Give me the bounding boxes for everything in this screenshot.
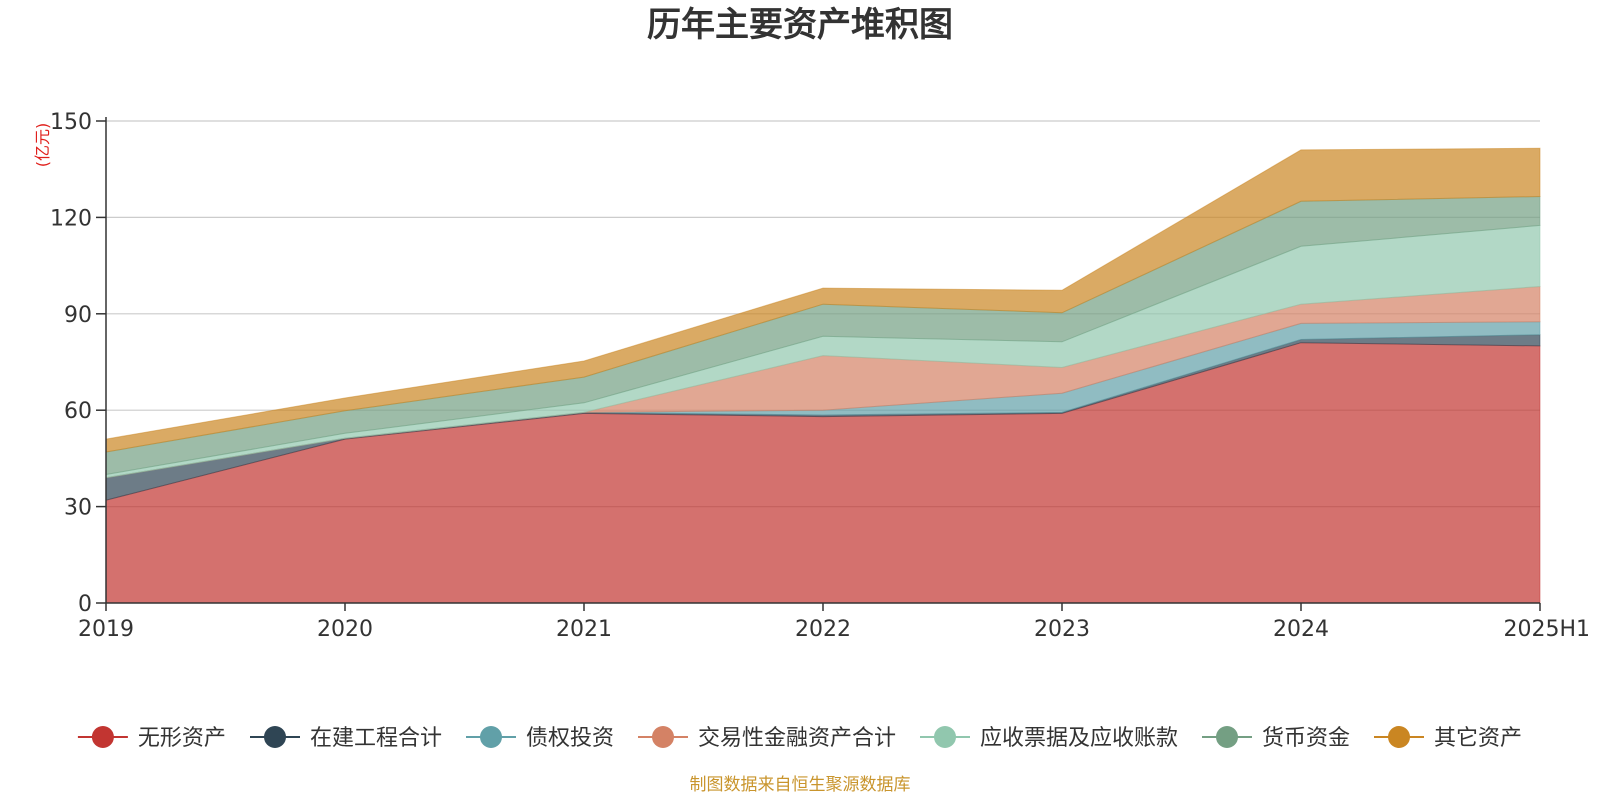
- legend-marker: [1388, 726, 1410, 748]
- legend-label: 货币资金: [1262, 726, 1350, 751]
- legend-item[interactable]: 无形资产: [77, 726, 226, 751]
- y-tick-labels: 0 30 60 90 120 150: [50, 110, 92, 617]
- legend-marker: [480, 726, 502, 748]
- data-source-note: 制图数据来自恒生聚源数据库: [690, 775, 911, 795]
- legend-label: 无形资产: [138, 726, 226, 751]
- y-tick-label: 90: [64, 303, 92, 328]
- legend-marker: [1216, 726, 1238, 748]
- x-tick-labels: 2019 2020 2021 2022 2023 2024 2025H1: [78, 603, 1590, 642]
- x-tick-label: 2022: [795, 617, 851, 642]
- legend-marker: [934, 726, 956, 748]
- area-series: [105, 147, 1541, 604]
- legend-item[interactable]: 货币资金: [1202, 726, 1350, 751]
- x-tick-label: 2024: [1273, 617, 1329, 642]
- legend-item[interactable]: 其它资产: [1374, 726, 1522, 751]
- y-axis-unit: (亿元): [33, 123, 52, 168]
- legend-marker: [652, 726, 674, 748]
- legend-label: 在建工程合计: [310, 726, 442, 751]
- y-tick-label: 150: [50, 110, 92, 135]
- legend-label: 交易性金融资产合计: [698, 726, 896, 751]
- y-tick-label: 120: [50, 206, 92, 231]
- y-tick-label: 0: [78, 592, 92, 617]
- x-tick-label: 2021: [556, 617, 612, 642]
- legend-marker: [91, 726, 114, 748]
- area-series-6: [105, 147, 1541, 453]
- x-tick-label: 2019: [78, 617, 134, 642]
- legend-marker: [264, 726, 286, 748]
- legend-label: 债权投资: [526, 726, 614, 751]
- legend-item[interactable]: 债权投资: [466, 726, 614, 751]
- legend-item[interactable]: 交易性金融资产合计: [638, 726, 896, 751]
- x-tick-label: 2020: [317, 617, 373, 642]
- x-tick-label: 2025H1: [1503, 617, 1590, 642]
- legend-label: 其它资产: [1434, 726, 1522, 751]
- legend-label: 应收票据及应收账款: [980, 726, 1178, 751]
- y-tick-label: 60: [64, 399, 92, 424]
- legend-item[interactable]: 在建工程合计: [250, 726, 442, 751]
- x-tick-label: 2023: [1034, 617, 1090, 642]
- legend-item[interactable]: 应收票据及应收账款: [920, 726, 1178, 751]
- legend: 无形资产 在建工程合计 债权投资 交易性金融资产合计 应收票据及应收账款 货币资金 其它资产: [77, 726, 1522, 751]
- y-tick-label: 30: [64, 496, 92, 521]
- chart-title: 历年主要资产堆积图: [647, 5, 953, 45]
